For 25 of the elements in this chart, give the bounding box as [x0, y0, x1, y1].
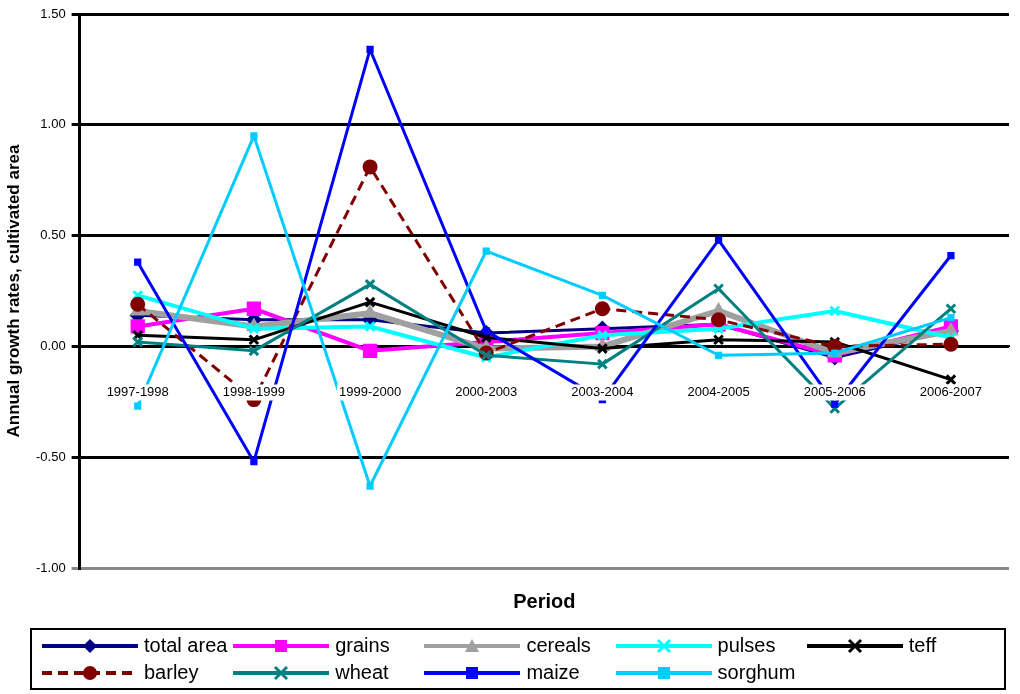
x-axis-title: Period	[513, 589, 576, 612]
legend-label: wheat	[335, 661, 389, 684]
y-tick-label: -1.00	[35, 559, 66, 575]
x-tick-label: 2004-2005	[687, 383, 750, 399]
y-tick-label: 0.50	[40, 227, 66, 243]
x-tick-label: 2000-2003	[455, 383, 518, 399]
y-tick-label: -0.50	[35, 448, 66, 464]
legend-label: total area	[144, 634, 228, 657]
x-tick-label: 2005-2006	[803, 383, 866, 399]
legend-label: maize	[526, 661, 580, 684]
legend-label: barley	[144, 661, 199, 684]
x-tick-label: 2003-2004	[571, 383, 634, 399]
x-tick-label: 1997-1998	[106, 383, 169, 399]
legend-label: teff	[908, 634, 937, 657]
legend-label: pulses	[717, 634, 776, 657]
y-tick-label: 1.00	[40, 116, 66, 132]
x-tick-label: 1999-2000	[338, 383, 402, 399]
x-tick-label: 2006-2007	[919, 383, 982, 399]
y-tick-label: 0.00	[40, 337, 66, 353]
legend-label: cereals	[526, 634, 591, 657]
legend-label: grains	[335, 634, 390, 657]
y-tick-label: 1.50	[40, 5, 66, 21]
y-axis-title: Annual growth rates, cultivated area	[3, 144, 23, 438]
x-tick-label: 1998-1999	[222, 383, 285, 399]
legend-label: sorghum	[717, 661, 796, 684]
